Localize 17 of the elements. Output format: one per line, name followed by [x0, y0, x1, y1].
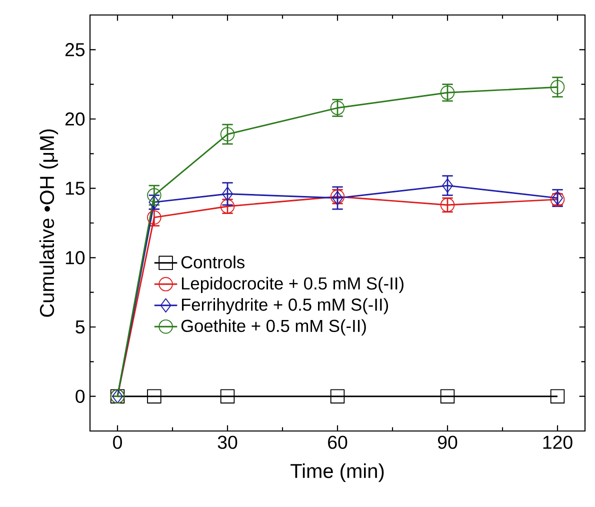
x-tick-label: 30 [218, 436, 238, 449]
x-tick-label: 0 [113, 436, 122, 449]
x-tick-label: 120 [543, 436, 572, 449]
x-tick-label: 60 [328, 436, 348, 449]
legend-label: Goethite + 0.5 mM S(-II) [181, 319, 366, 336]
x-tick-label: 90 [438, 436, 458, 449]
legend-label: Ferrihydrite + 0.5 mM S(-II) [182, 298, 388, 314]
y-axis-title: Cumulative •OH (μM) [39, 129, 58, 317]
x-axis-title: Time (min) [290, 463, 384, 482]
legend-label: Lepidocrocite + 0.5 mM S(-II) [182, 276, 404, 294]
y-tick-label: 0 [76, 390, 85, 403]
legend-label: Controls [181, 256, 244, 268]
y-tick-label: 10 [66, 251, 85, 264]
y-tick-label: 25 [65, 43, 85, 56]
y-tick-label: 20 [65, 112, 85, 126]
y-tick-label: 5 [76, 320, 85, 334]
y-tick-label: 15 [66, 182, 85, 195]
